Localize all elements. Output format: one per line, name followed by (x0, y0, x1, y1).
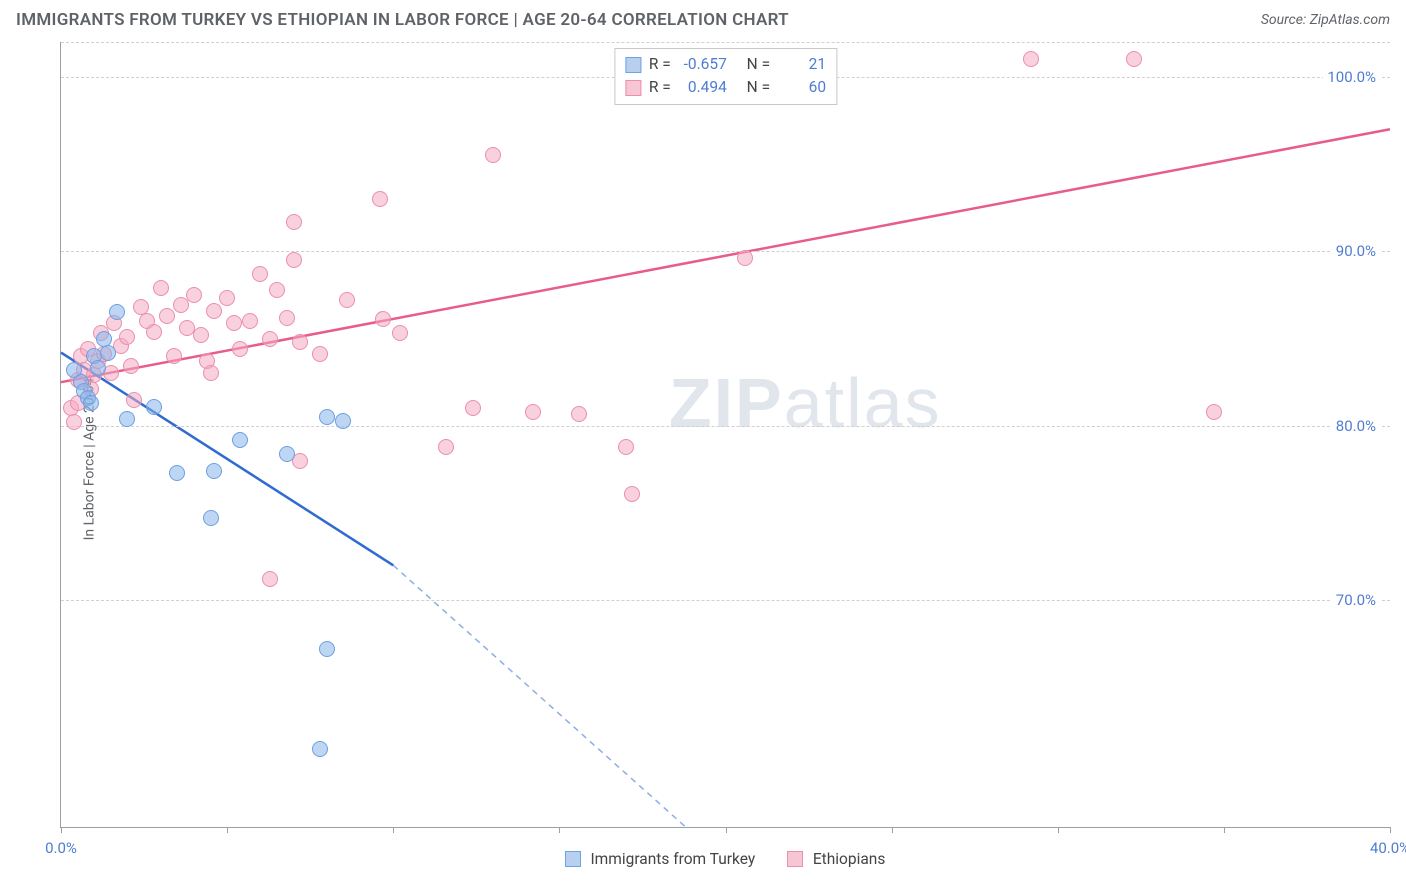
regression-line-turkey-solid (61, 353, 393, 566)
point-ethiopian (252, 266, 268, 282)
point-ethiopian (279, 310, 295, 326)
point-ethiopian (525, 404, 541, 420)
legend-series: Immigrants from Turkey Ethiopians (60, 850, 1390, 868)
point-ethiopian (126, 392, 142, 408)
point-ethiopian (159, 308, 175, 324)
point-ethiopian (571, 406, 587, 422)
point-ethiopian (153, 280, 169, 296)
point-turkey (146, 399, 162, 415)
point-turkey (109, 304, 125, 320)
point-ethiopian (262, 331, 278, 347)
x-tick (1224, 827, 1225, 833)
point-ethiopian (193, 327, 209, 343)
point-ethiopian (1126, 51, 1142, 67)
gridline (61, 42, 1390, 43)
point-ethiopian (1023, 51, 1039, 67)
regression-line-turkey-dash (393, 565, 685, 827)
x-tick (1390, 827, 1391, 833)
point-turkey (203, 510, 219, 526)
point-ethiopian (146, 324, 162, 340)
x-tick (393, 827, 394, 833)
gridline (61, 600, 1390, 601)
point-turkey (100, 345, 116, 361)
point-ethiopian (206, 303, 222, 319)
legend-row-ethiopian: R = 0.494 N = 60 (625, 76, 826, 99)
point-ethiopian (232, 341, 248, 357)
point-ethiopian (312, 346, 328, 362)
point-ethiopian (269, 282, 285, 298)
regression-line-ethiopian (61, 129, 1390, 382)
point-turkey (279, 446, 295, 462)
point-ethiopian (392, 325, 408, 341)
point-ethiopian (186, 287, 202, 303)
point-turkey (90, 360, 106, 376)
point-turkey (83, 395, 99, 411)
x-tick (1058, 827, 1059, 833)
point-ethiopian (618, 439, 634, 455)
point-ethiopian (286, 214, 302, 230)
point-ethiopian (203, 365, 219, 381)
point-ethiopian (123, 358, 139, 374)
watermark: ZIPatlas (669, 363, 942, 443)
x-tick (227, 827, 228, 833)
point-ethiopian (372, 191, 388, 207)
legend-item-turkey: Immigrants from Turkey (565, 850, 759, 868)
swatch-ethiopian (625, 80, 641, 96)
x-tick (61, 827, 62, 833)
point-ethiopian (219, 290, 235, 306)
point-ethiopian (226, 315, 242, 331)
point-turkey (169, 465, 185, 481)
gridline (61, 426, 1390, 427)
point-ethiopian (624, 486, 640, 502)
point-turkey (119, 411, 135, 427)
chart-source: Source: ZipAtlas.com (1261, 12, 1390, 28)
y-tick-label: 100.0% (1323, 68, 1380, 86)
point-ethiopian (286, 252, 302, 268)
legend-row-turkey: R = -0.657 N = 21 (625, 53, 826, 76)
point-ethiopian (485, 147, 501, 163)
point-ethiopian (66, 414, 82, 430)
legend-item-ethiopian: Ethiopians (787, 850, 885, 868)
point-turkey (206, 463, 222, 479)
plot-area: ZIPatlas R = -0.657 N = 21 R = 0.494 N =… (60, 42, 1390, 828)
point-turkey (335, 413, 351, 429)
y-tick-label: 80.0% (1332, 417, 1380, 435)
point-turkey (319, 641, 335, 657)
point-ethiopian (262, 571, 278, 587)
point-ethiopian (465, 400, 481, 416)
point-ethiopian (737, 250, 753, 266)
point-turkey (312, 741, 328, 757)
point-ethiopian (292, 334, 308, 350)
point-turkey (232, 432, 248, 448)
gridline (61, 251, 1390, 252)
point-ethiopian (166, 348, 182, 364)
swatch-ethiopian-bottom (787, 851, 803, 867)
point-ethiopian (375, 311, 391, 327)
point-ethiopian (339, 292, 355, 308)
x-tick (559, 827, 560, 833)
point-ethiopian (438, 439, 454, 455)
point-ethiopian (1206, 404, 1222, 420)
legend-correlation: R = -0.657 N = 21 R = 0.494 N = 60 (614, 48, 837, 105)
chart-title: IMMIGRANTS FROM TURKEY VS ETHIOPIAN IN L… (16, 10, 789, 30)
regression-lines (61, 42, 1390, 827)
point-ethiopian (242, 313, 258, 329)
point-ethiopian (119, 329, 135, 345)
chart-container: In Labor Force | Age 20-64 ZIPatlas R = … (16, 42, 1390, 876)
point-turkey (319, 409, 335, 425)
x-tick (726, 827, 727, 833)
y-tick-label: 70.0% (1332, 591, 1380, 609)
y-tick-label: 90.0% (1332, 242, 1380, 260)
point-ethiopian (173, 297, 189, 313)
x-tick (892, 827, 893, 833)
swatch-turkey-bottom (565, 851, 581, 867)
swatch-turkey (625, 57, 641, 73)
